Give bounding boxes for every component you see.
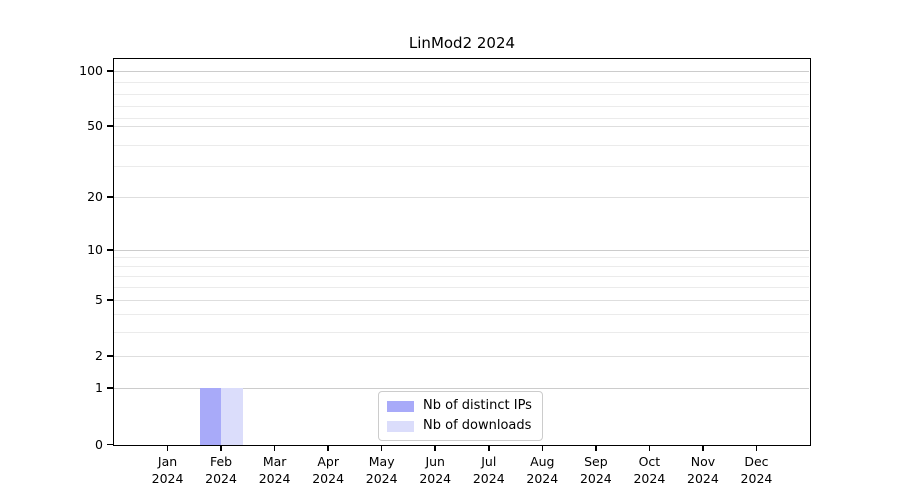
x-tick-label: May 2024 <box>365 454 398 486</box>
y-tick-label: 5 <box>95 292 103 307</box>
y-tick <box>107 70 114 72</box>
minor-gridline <box>114 276 809 277</box>
minor-gridline <box>114 266 809 267</box>
x-tick <box>166 445 169 451</box>
y-tick <box>107 249 114 251</box>
y-tick <box>107 196 114 198</box>
x-tick <box>541 445 544 451</box>
x-tick-label: Nov 2024 <box>687 454 719 486</box>
x-tick <box>327 445 329 451</box>
y-tick <box>107 355 114 357</box>
x-tick <box>702 445 704 451</box>
x-tick-label: Apr 2024 <box>312 454 345 486</box>
major-gridline <box>114 197 809 198</box>
y-tick-label: 1 <box>95 380 103 395</box>
x-tick <box>220 445 222 451</box>
bar-downloads-feb <box>221 388 243 445</box>
x-tick-label: Jan 2024 <box>151 454 184 486</box>
x-tick-label: Aug 2024 <box>526 454 559 486</box>
major-gridline <box>114 300 809 301</box>
decade-gridline <box>114 71 809 72</box>
y-tick <box>107 125 114 127</box>
minor-gridline <box>114 145 809 146</box>
minor-gridline <box>114 332 809 333</box>
y-tick <box>107 387 114 389</box>
y-tick-label: 2 <box>95 348 103 363</box>
legend-swatch-distinct-ips-icon <box>387 400 414 412</box>
x-tick <box>380 445 383 451</box>
minor-gridline <box>114 287 809 288</box>
legend-item-downloads: Nb of downloads <box>387 418 532 434</box>
x-tick-label: Sep 2024 <box>579 454 612 486</box>
chart-legend: Nb of distinct IPs Nb of downloads <box>378 391 543 441</box>
x-tick-label: Mar 2024 <box>258 454 291 486</box>
x-tick-label: Jul 2024 <box>472 454 505 486</box>
x-tick-label: Jun 2024 <box>419 454 452 486</box>
decade-gridline <box>114 250 809 251</box>
y-tick-label: 100 <box>79 63 103 78</box>
minor-gridline <box>114 106 809 107</box>
x-tick-label: Dec 2024 <box>740 454 773 486</box>
chart-title: LinMod2 2024 <box>408 34 516 52</box>
x-tick <box>434 445 436 451</box>
bar-distinct-ips-feb <box>199 388 222 445</box>
y-tick-label: 0 <box>95 436 103 452</box>
minor-gridline <box>114 94 809 95</box>
major-gridline <box>114 126 809 127</box>
plot-spines <box>113 58 811 446</box>
legend-swatch-downloads-icon <box>387 420 414 432</box>
major-gridline <box>114 356 809 357</box>
decade-gridline <box>114 388 809 389</box>
legend-item-distinct-ips: Nb of distinct IPs <box>387 398 532 414</box>
x-tick <box>488 445 490 451</box>
y-tick-label: 50 <box>87 118 103 133</box>
x-tick-label: Feb 2024 <box>205 454 237 486</box>
x-tick-label: Oct 2024 <box>633 454 666 486</box>
legend-label-downloads: Nb of downloads <box>423 418 532 433</box>
minor-gridline <box>114 257 809 258</box>
y-tick <box>107 299 114 301</box>
y-tick-label: 10 <box>87 242 103 257</box>
legend-label-distinct-ips: Nb of distinct IPs <box>423 398 532 413</box>
x-tick <box>755 445 758 451</box>
minor-gridline <box>114 118 809 119</box>
minor-gridline <box>114 82 809 83</box>
x-tick <box>595 445 597 451</box>
minor-gridline <box>114 166 809 167</box>
x-tick <box>648 445 651 451</box>
minor-gridline <box>114 314 809 315</box>
x-tick <box>273 445 276 451</box>
y-tick <box>107 443 114 446</box>
y-tick-label: 20 <box>87 189 103 204</box>
